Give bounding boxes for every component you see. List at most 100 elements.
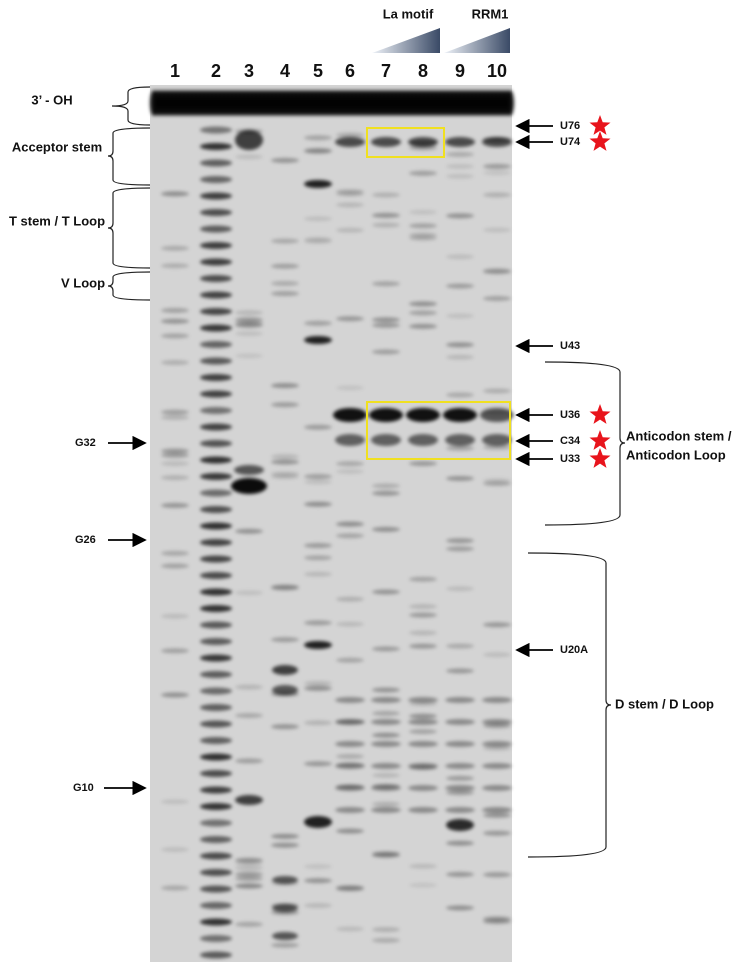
gel-band bbox=[409, 882, 437, 888]
gel-band bbox=[271, 157, 299, 163]
gel-band bbox=[409, 604, 437, 610]
highlight-box bbox=[366, 401, 511, 460]
gel-band bbox=[336, 828, 364, 834]
gel-band bbox=[271, 833, 299, 839]
gel-band bbox=[446, 475, 474, 481]
gel-band bbox=[336, 926, 364, 932]
gel-band bbox=[336, 657, 364, 663]
star bbox=[589, 430, 611, 450]
gel-band bbox=[304, 571, 332, 577]
gel-band bbox=[372, 772, 400, 778]
gel-band bbox=[161, 648, 189, 654]
gel-band bbox=[235, 528, 263, 534]
titration-label: La motif bbox=[383, 6, 434, 21]
gel-band bbox=[480, 408, 514, 422]
gel-band bbox=[231, 478, 267, 494]
gel-band bbox=[161, 409, 189, 415]
gel-band bbox=[408, 741, 438, 747]
gel-band bbox=[161, 191, 189, 197]
gel-band bbox=[482, 785, 512, 791]
gel-band bbox=[200, 770, 232, 777]
gel-band bbox=[336, 316, 364, 322]
gel-band bbox=[200, 126, 232, 134]
gel-band bbox=[483, 227, 511, 233]
gel-band bbox=[272, 665, 298, 675]
gel-band bbox=[271, 724, 299, 730]
gel-band bbox=[235, 876, 263, 882]
gel-band bbox=[336, 885, 364, 891]
gel-band bbox=[445, 741, 475, 747]
titration-wedge bbox=[444, 28, 510, 53]
gel-band bbox=[235, 883, 263, 889]
gel-band bbox=[446, 254, 474, 260]
gel-band bbox=[200, 605, 232, 612]
gel-band bbox=[271, 402, 299, 408]
marker-label: G26 bbox=[75, 534, 96, 546]
marker-label: G10 bbox=[73, 782, 94, 794]
gel-band bbox=[445, 719, 475, 725]
gel-band bbox=[406, 408, 440, 422]
gel-band bbox=[409, 301, 437, 307]
gel-band bbox=[161, 613, 189, 619]
gel-band bbox=[200, 819, 232, 827]
gel-band bbox=[200, 836, 232, 843]
gel-band bbox=[271, 942, 299, 948]
gel-band bbox=[443, 408, 477, 422]
gel-band bbox=[482, 807, 512, 813]
gel-band bbox=[200, 209, 232, 216]
gel-band bbox=[372, 317, 400, 323]
gel-band bbox=[408, 434, 438, 446]
gel-band bbox=[271, 842, 299, 848]
gel-band bbox=[235, 590, 263, 596]
gel-band bbox=[483, 652, 511, 658]
gel-band bbox=[304, 864, 332, 870]
gel-band bbox=[336, 132, 364, 138]
gel-band bbox=[336, 461, 364, 467]
gel-band bbox=[372, 927, 400, 933]
gel-band bbox=[446, 775, 474, 781]
lane-number: 1 bbox=[170, 61, 180, 81]
gel-band bbox=[304, 336, 332, 344]
marker-label: U74 bbox=[560, 136, 581, 148]
gel-band bbox=[200, 423, 232, 431]
gel-band bbox=[445, 434, 475, 446]
gel-band bbox=[235, 684, 263, 690]
gel-band bbox=[200, 225, 232, 233]
gel-band bbox=[372, 192, 400, 198]
gel-band bbox=[304, 878, 332, 884]
gel-band bbox=[372, 732, 400, 738]
gel-band bbox=[200, 621, 232, 629]
gel-band bbox=[200, 308, 232, 315]
gel-band bbox=[372, 212, 400, 218]
gel-band bbox=[372, 589, 400, 595]
gel-band bbox=[304, 479, 332, 485]
gel-band bbox=[336, 521, 364, 527]
gel-band bbox=[446, 538, 474, 544]
lane-number: 3 bbox=[244, 61, 254, 81]
gel-band bbox=[271, 383, 299, 389]
bracket bbox=[544, 361, 626, 526]
marker-label: U33 bbox=[560, 453, 580, 465]
gel-band bbox=[235, 353, 263, 359]
gel-band bbox=[200, 390, 232, 398]
gel-band bbox=[200, 918, 232, 926]
gel-band bbox=[483, 388, 511, 394]
lane-number: 9 bbox=[455, 61, 465, 81]
gel-band bbox=[408, 763, 438, 769]
gel-band bbox=[483, 478, 511, 484]
gel-band bbox=[372, 281, 400, 287]
gel-band bbox=[200, 572, 232, 579]
star bbox=[589, 131, 611, 151]
gel-band bbox=[409, 612, 437, 618]
gel-band bbox=[446, 151, 474, 157]
gel-band bbox=[335, 741, 365, 747]
region-label: D stem / D Loop bbox=[615, 696, 714, 711]
gel-band bbox=[304, 903, 332, 909]
gel-band bbox=[506, 90, 514, 116]
gel-band bbox=[304, 216, 332, 222]
gel-band bbox=[304, 761, 332, 767]
gel-band bbox=[200, 489, 232, 497]
gel-band bbox=[271, 584, 299, 590]
gel-band bbox=[271, 291, 299, 297]
